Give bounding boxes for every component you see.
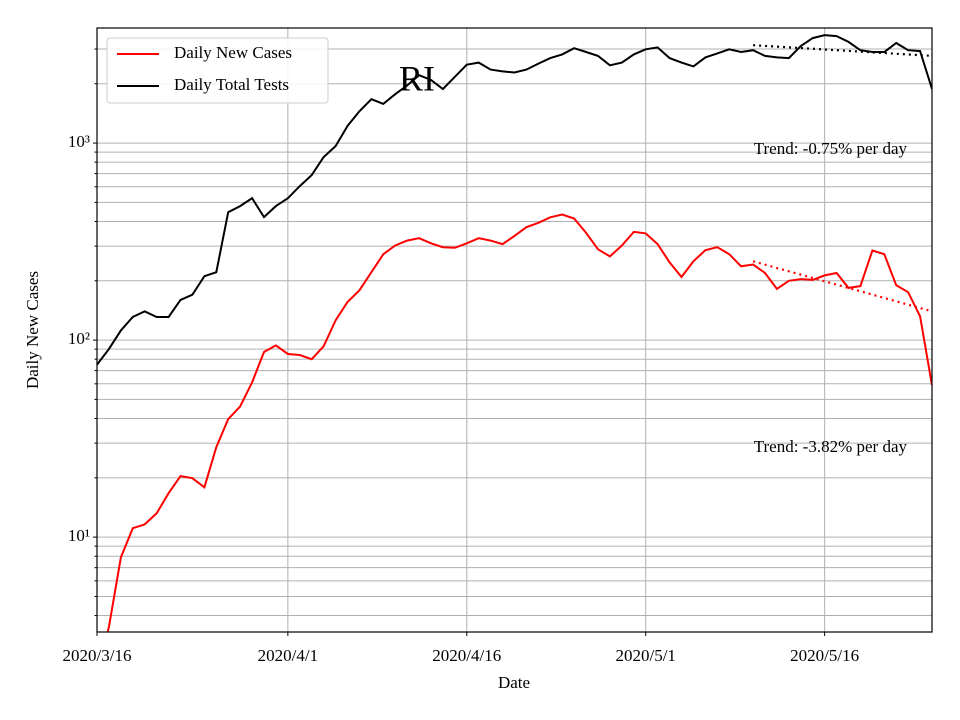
trend-annotation: Trend: -0.75% per day (754, 139, 908, 158)
trend-line (752, 260, 932, 313)
legend-label: Daily Total Tests (174, 75, 289, 94)
series-line (106, 213, 932, 632)
chart-title: RI (399, 58, 435, 98)
trend-annotation: Trend: -3.82% per day (754, 437, 908, 456)
legend-label: Daily New Cases (174, 43, 292, 62)
legend: Daily New Cases Daily Total Tests (106, 37, 329, 104)
plot-lines (97, 34, 932, 632)
x-axis-label: Date (498, 673, 530, 692)
trend-line (753, 44, 932, 57)
x-tick-label: 2020/4/16 (432, 646, 501, 665)
grid (96, 28, 932, 632)
y-tick-label: 10³ (68, 132, 90, 151)
legend-box (106, 37, 329, 104)
y-axis-label: Daily New Cases (23, 271, 42, 389)
x-tick-label: 2020/5/1 (615, 646, 675, 665)
x-tick-label: 2020/4/1 (258, 646, 318, 665)
x-tick-label: 2020/3/16 (63, 646, 132, 665)
y-tick-label: 10¹ (68, 526, 90, 545)
axes-frame (96, 27, 933, 633)
series-line (97, 34, 932, 366)
x-tick-label: 2020/5/16 (790, 646, 859, 665)
y-tick-label: 10² (68, 329, 90, 348)
